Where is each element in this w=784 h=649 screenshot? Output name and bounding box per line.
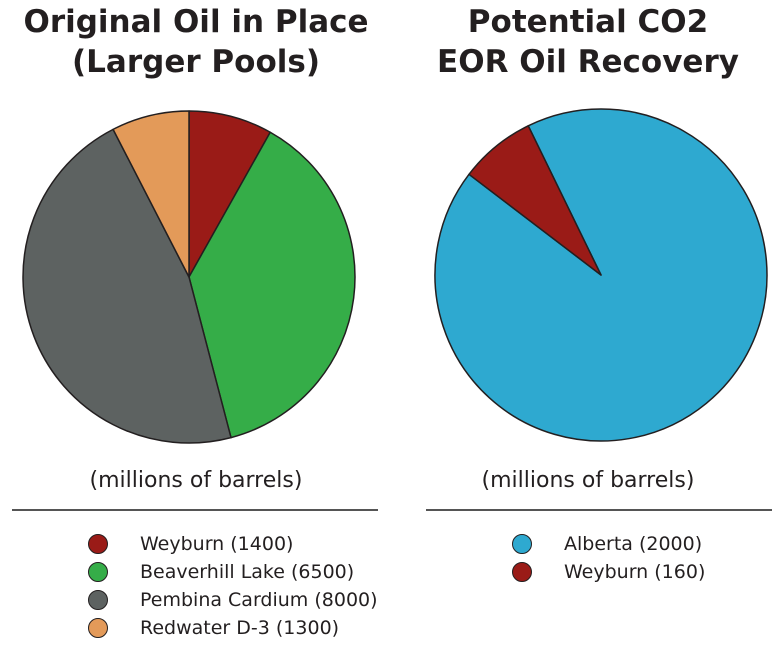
chart-title: Potential CO2 EOR Oil Recovery [392,2,784,82]
legend-swatch-beaverhill-lake [88,562,108,582]
divider-rule [426,509,772,511]
pie-slice-beaverhill-lake [188,131,356,439]
legend-label: Beaverhill Lake (6500) [140,561,355,583]
pie-slice-alberta [434,108,768,442]
chart-title-line-2: EOR Oil Recovery [437,44,739,80]
units-label: (millions of barrels) [481,468,695,493]
units-label: (millions of barrels) [89,468,303,493]
legend-label: Redwater D-3 (1300) [140,617,340,639]
legend-item-weyburn: Weyburn (1400) [88,530,378,558]
legend-item-pembina-cardium: Pembina Cardium (8000) [88,586,378,614]
legend-item-beaverhill-lake: Beaverhill Lake (6500) [88,558,378,586]
legend-swatch-weyburn [88,534,108,554]
legend-swatch-pembina-cardium [88,590,108,610]
legend-swatch-redwater-d-3 [88,618,108,638]
chart-co2-eor-recovery: Potential CO2 EOR Oil Recovery (millions… [392,0,784,649]
pie-co2-eor-recovery [434,108,768,442]
chart-title-line-2: (Larger Pools) [72,44,320,80]
legend: Weyburn (1400) Beaverhill Lake (6500) Pemb… [88,530,378,642]
pie-slice-weyburn [468,125,602,276]
legend-swatch-weyburn [512,562,532,582]
legend-label: Pembina Cardium (8000) [140,589,378,611]
chart-title-line-1: Potential CO2 [467,4,709,40]
divider-rule [12,509,378,511]
legend-item-redwater-d-3: Redwater D-3 (1300) [88,614,378,642]
legend: Alberta (2000) Weyburn (160) [512,530,705,586]
legend-label: Weyburn (1400) [140,533,294,555]
pie-slice-redwater-d-3 [112,110,190,278]
legend-label: Weyburn (160) [564,561,706,583]
pie-slice-pembina-cardium [22,128,232,444]
legend-item-alberta: Alberta (2000) [512,530,705,558]
chart-title-line-1: Original Oil in Place [23,4,369,40]
pie-original-oil [22,110,356,444]
chart-title: Original Oil in Place (Larger Pools) [0,2,392,82]
legend-label: Alberta (2000) [564,533,703,555]
legend-item-weyburn: Weyburn (160) [512,558,705,586]
chart-original-oil: Original Oil in Place (Larger Pools) (mi… [0,2,392,642]
legend-swatch-alberta [512,534,532,554]
